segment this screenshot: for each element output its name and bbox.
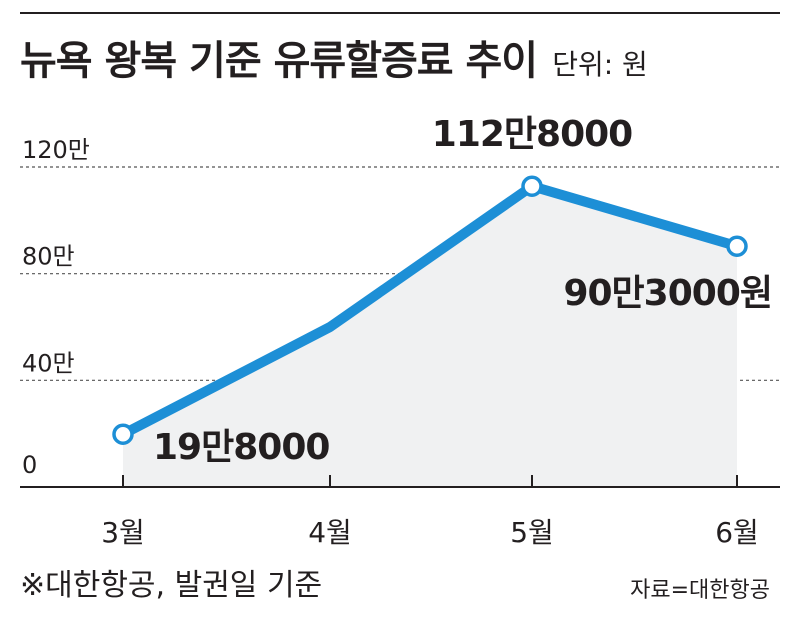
xtick-layer: 3월 4월 5월 6월 (101, 516, 759, 549)
source-credit: 자료=대한항공 (630, 578, 770, 603)
y-tick-label: 40만 (22, 349, 75, 377)
line-layer (118, 181, 742, 440)
area-layer (123, 186, 737, 487)
title-row: 뉴욕 왕복 기준 유류할증료 추이 단위: 원 (20, 28, 648, 86)
x-tick-label: 5월 (510, 516, 554, 549)
x-tick-label: 3월 (101, 516, 145, 549)
footnote: ※대한항공, 발권일 기준 (20, 568, 323, 603)
data-label: 90만3000원 (563, 273, 772, 314)
data-label: 112만8000 (432, 114, 632, 155)
y-tick-label: 0 (22, 451, 37, 479)
x-tick-label: 6월 (715, 516, 759, 549)
top-rule (20, 12, 780, 14)
y-tick-label: 80만 (22, 243, 75, 271)
axis-layer (20, 475, 780, 488)
ytick-layer: 0 40만 80만 120만 (22, 136, 90, 479)
data-point-marker (521, 175, 543, 197)
data-point-marker (726, 235, 748, 257)
data-point-marker (112, 423, 134, 445)
series-line (118, 181, 742, 440)
unit-label: 단위: 원 (552, 48, 648, 81)
data-label: 19만8000 (153, 427, 329, 468)
area-fill (123, 186, 737, 487)
x-tick-label: 4월 (308, 516, 352, 549)
chart-title: 뉴욕 왕복 기준 유류할증료 추이 (20, 38, 538, 84)
point-layer (112, 175, 748, 445)
label-layer: 19만8000 112만8000 90만3000원 (153, 114, 773, 468)
y-tick-label: 120만 (22, 136, 90, 164)
